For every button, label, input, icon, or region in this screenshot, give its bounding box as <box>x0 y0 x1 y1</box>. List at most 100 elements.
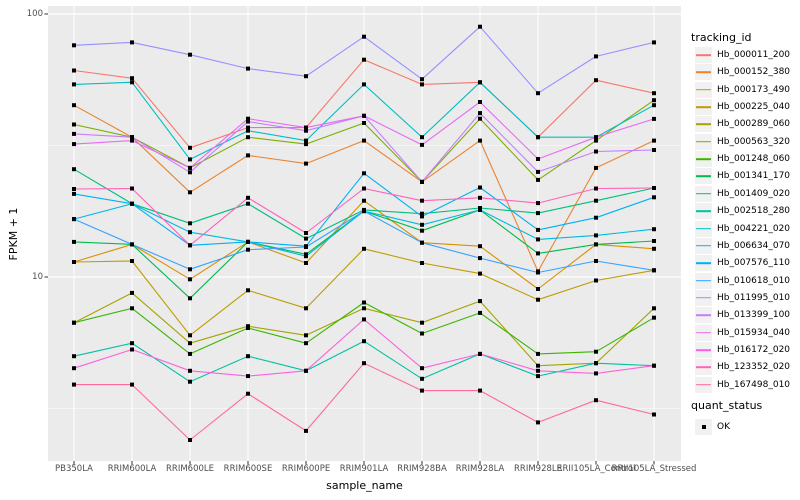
data-point <box>130 138 134 143</box>
legend-entry: Hb_000563_320 <box>695 133 790 150</box>
legend: tracking_id Hb_000011_200 Hb_000152_380 Hb… <box>689 0 800 500</box>
y-axis-title: FPKM + 1 <box>7 207 20 261</box>
legend-title-quant-status: quant_status <box>691 399 763 412</box>
data-point <box>362 82 366 87</box>
data-point <box>478 80 482 85</box>
data-point <box>246 135 250 140</box>
data-point <box>130 341 134 346</box>
data-point <box>246 116 250 121</box>
data-point <box>594 54 598 59</box>
data-point <box>478 138 482 143</box>
legend-entry: Hb_000152_380 <box>695 64 790 81</box>
data-point <box>536 374 540 379</box>
data-point <box>188 190 192 195</box>
data-point <box>536 157 540 161</box>
data-point <box>246 288 250 293</box>
data-point <box>478 351 482 356</box>
data-point <box>652 91 656 96</box>
data-point <box>536 211 540 216</box>
data-point <box>362 113 366 118</box>
data-point <box>420 320 424 325</box>
legend-entry-label: Hb_000173_490 <box>717 84 791 95</box>
legend-entry: Hb_004221_020 <box>695 220 791 237</box>
data-point <box>188 157 192 162</box>
data-point <box>594 349 598 354</box>
data-point <box>362 57 366 62</box>
data-point <box>246 195 250 200</box>
x-tick-label: RRIM928LE <box>514 464 562 474</box>
data-point <box>246 354 250 359</box>
data-point <box>362 121 366 125</box>
legend-key-box <box>695 116 712 133</box>
data-point <box>72 239 76 244</box>
data-point <box>420 261 424 265</box>
data-point <box>304 428 308 433</box>
data-point <box>536 227 540 232</box>
data-point <box>420 331 424 336</box>
data-point <box>188 333 192 338</box>
data-point <box>420 211 424 216</box>
data-point <box>478 310 482 315</box>
data-point <box>652 246 656 251</box>
data-point <box>478 24 482 29</box>
data-point <box>652 306 656 311</box>
data-point <box>72 43 76 48</box>
legend-entry: Hb_007576_110 <box>695 255 790 272</box>
data-point <box>594 233 598 238</box>
legend-line-swatch-icon <box>696 71 711 74</box>
data-point <box>536 237 540 242</box>
legend-line-swatch-icon <box>696 297 711 299</box>
data-point <box>304 138 308 143</box>
legend-entry-label: Hb_004221_020 <box>717 223 791 234</box>
legend-entry: Hb_006634_070 <box>695 237 790 254</box>
data-point <box>72 217 76 222</box>
y-tick-label: 10 <box>32 272 43 282</box>
data-point <box>478 299 482 304</box>
legend-entry: Hb_001409_020 <box>695 185 791 202</box>
data-point <box>130 306 134 311</box>
legend-key-box <box>695 359 712 376</box>
data-point <box>652 227 656 232</box>
data-point <box>304 333 308 338</box>
x-tick-label: RRII105LA_Stressed <box>611 464 697 474</box>
data-point <box>420 142 424 147</box>
data-point <box>362 34 366 39</box>
legend-entry-label: Hb_013399_100 <box>717 310 791 321</box>
legend-entry-label: Hb_011995_010 <box>717 292 791 303</box>
data-point <box>362 171 366 176</box>
data-point <box>188 230 192 235</box>
data-point <box>478 185 482 190</box>
legend-entry: Hb_015934_040 <box>695 324 790 341</box>
x-tick-label: PB350LA <box>55 464 93 474</box>
data-point <box>420 376 424 381</box>
data-point <box>594 215 598 220</box>
data-point <box>420 214 424 219</box>
data-point <box>188 296 192 301</box>
data-point <box>420 240 424 245</box>
legend-entry-label: Hb_001409_020 <box>717 188 791 199</box>
data-point <box>72 122 76 127</box>
legend-entry: Hb_011995_010 <box>695 289 791 306</box>
data-point <box>72 320 76 325</box>
legend-entry: Hb_002518_280 <box>695 203 790 220</box>
data-point <box>652 40 656 45</box>
data-point <box>594 149 598 154</box>
data-point <box>594 371 598 376</box>
data-point <box>478 116 482 121</box>
x-tick-label: RRIM928BA <box>397 464 447 474</box>
data-point <box>246 201 250 206</box>
data-point <box>594 138 598 143</box>
data-point <box>188 368 192 373</box>
legend-entry: Hb_167498_010 <box>695 376 790 393</box>
legend-entry-label: Hb_010618_010 <box>717 275 791 286</box>
legend-line-swatch-icon <box>696 88 711 91</box>
data-point <box>246 125 250 130</box>
data-point <box>188 170 192 175</box>
data-point <box>362 317 366 322</box>
data-point <box>478 388 482 393</box>
data-point <box>246 239 250 244</box>
legend-key-box <box>695 307 712 324</box>
data-point <box>362 306 366 311</box>
legend-line-swatch-icon <box>696 193 711 195</box>
data-point <box>536 297 540 302</box>
